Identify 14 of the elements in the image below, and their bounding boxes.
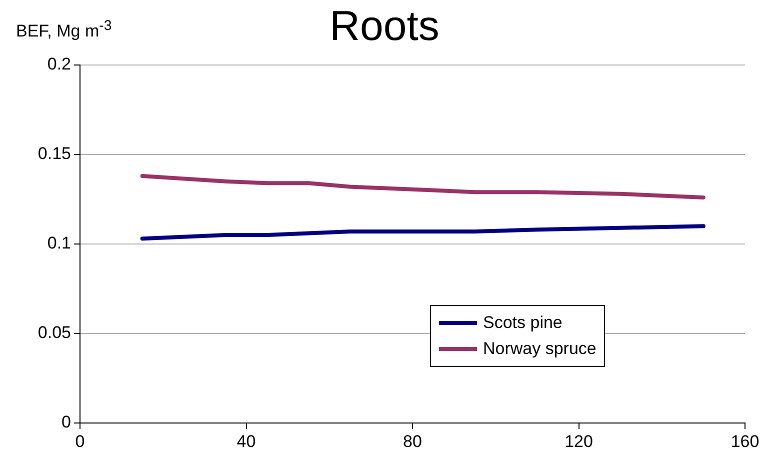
y-tick-label: 0.05 [38,323,71,342]
y-axis-title: BEF, Mg m$^{-3}$ [16,18,112,42]
y-tick-label: 0 [62,412,71,432]
chart-title: Roots [330,2,440,49]
y-tick-label: 0.1 [47,234,71,253]
x-tick-label: 120 [564,432,593,451]
legend-label: Norway spruce [483,339,596,359]
x-tick-label: 40 [236,432,256,451]
y-tick-label: 0.15 [38,144,71,164]
x-tick-label: 80 [403,432,422,451]
x-tick-label: 0 [75,432,85,451]
x-tick-label: 160 [730,432,760,451]
legend-label: Scots pine [483,313,562,333]
y-tick-label: 0.2 [47,54,71,74]
